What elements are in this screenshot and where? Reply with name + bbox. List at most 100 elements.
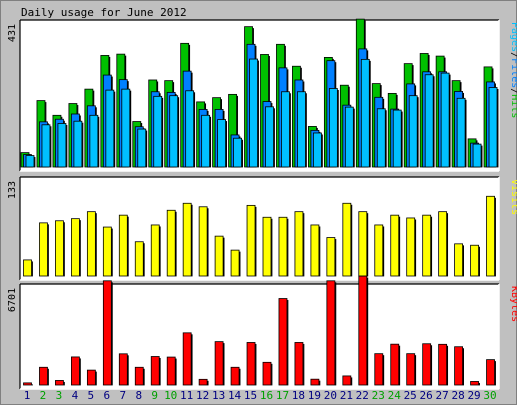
x-tick-label-day-19: 19 <box>308 389 321 402</box>
bar-pages-day-28 <box>456 97 467 168</box>
bar-visits-day-29 <box>470 244 480 277</box>
bar-pages-day-16 <box>265 106 275 168</box>
x-tick-label-day-22: 22 <box>356 389 369 402</box>
bar-kbytes-day-3 <box>55 380 65 386</box>
x-tick-label-day-23: 23 <box>372 389 385 402</box>
bar-pages-day-9 <box>153 95 164 168</box>
x-tick-label-day-11: 11 <box>180 389 193 402</box>
x-tick-label-day-29: 29 <box>467 389 480 402</box>
x-tick-label-day-10: 10 <box>164 389 177 402</box>
bar-kbytes-day-24 <box>390 343 401 386</box>
bar-pages-day-15 <box>249 58 259 168</box>
x-tick-label-day-25: 25 <box>404 389 417 402</box>
bar-pages-day-30 <box>488 87 499 168</box>
bar-kbytes-day-30 <box>486 359 496 386</box>
bar-kbytes-day-17 <box>278 298 289 386</box>
bar-visits-day-23 <box>374 224 385 277</box>
x-tick-label-day-4: 4 <box>72 389 79 402</box>
x-tick-label-day-17: 17 <box>276 389 289 402</box>
bar-pages-day-29 <box>472 143 483 168</box>
bar-visits-day-30 <box>486 195 496 277</box>
y-max-label-kbytes: 6701 <box>7 288 18 312</box>
y-max-label-hits-files-pages: 431 <box>7 24 18 42</box>
bar-kbytes-day-28 <box>454 346 464 386</box>
bar-pages-day-2 <box>41 124 52 168</box>
bar-visits-day-14 <box>230 249 241 277</box>
legend-item-files: Files <box>509 58 517 88</box>
x-tick-label-day-20: 20 <box>324 389 337 402</box>
legend-hits-files-pages: Pages/Files/Hits <box>509 22 517 118</box>
bar-visits-day-26 <box>422 214 433 277</box>
bar-kbytes-day-7 <box>118 353 129 386</box>
x-tick-label-day-28: 28 <box>451 389 464 402</box>
bar-visits-day-6 <box>102 226 113 277</box>
x-tick-label-day-26: 26 <box>420 389 433 402</box>
bar-kbytes-day-1 <box>23 382 33 386</box>
bar-visits-day-21 <box>342 202 353 277</box>
x-tick-label-day-5: 5 <box>88 389 95 402</box>
legend-item-visits: Visits <box>509 179 517 215</box>
bar-pages-day-25 <box>408 95 419 168</box>
x-tick-label-day-30: 30 <box>483 389 496 402</box>
x-tick-label-day-2: 2 <box>40 389 47 402</box>
bar-visits-day-20 <box>326 237 337 277</box>
x-tick-label-day-12: 12 <box>196 389 209 402</box>
bar-kbytes-day-25 <box>406 353 417 386</box>
bar-kbytes-day-13 <box>214 341 225 386</box>
bar-pages-day-27 <box>440 72 451 168</box>
bar-kbytes-day-18 <box>294 342 305 386</box>
bar-visits-day-18 <box>294 211 305 277</box>
bar-visits-day-15 <box>246 204 257 277</box>
x-axis-labels: 1 2 3 4 5 6 7 8 9 10 11 12 13 14 15 16 17 18 19 20 21 22 23 24 2… <box>24 389 497 402</box>
bar-pages-day-11 <box>185 90 196 168</box>
y-max-label-visits: 133 <box>7 181 18 199</box>
x-tick-label-day-21: 21 <box>340 389 353 402</box>
bar-kbytes-day-14 <box>230 366 241 386</box>
x-tick-label-day-14: 14 <box>228 389 242 402</box>
bar-pages-day-7 <box>121 88 132 168</box>
bar-visits-day-16 <box>262 216 273 277</box>
bar-kbytes-day-11 <box>182 332 193 386</box>
bar-pages-day-23 <box>376 108 387 168</box>
legend-item-pages: Pages <box>509 22 517 52</box>
chart-title: Daily usage for June 2012 <box>21 6 187 19</box>
x-tick-label-day-3: 3 <box>56 389 63 402</box>
bar-visits-day-7 <box>118 214 129 277</box>
legend-item-separator: / <box>509 52 517 58</box>
bar-visits-day-25 <box>406 217 417 277</box>
panel-kbytes: 6701 KBytes <box>7 275 517 390</box>
bar-kbytes-day-5 <box>86 369 97 386</box>
bar-kbytes-day-22 <box>358 275 369 386</box>
bar-visits-day-4 <box>71 218 81 277</box>
bar-pages-day-1 <box>25 155 36 168</box>
x-tick-label-day-1: 1 <box>24 389 31 402</box>
bar-pages-day-14 <box>233 137 243 168</box>
legend-kbytes: KBytes <box>509 286 517 322</box>
x-tick-label-day-13: 13 <box>212 389 225 402</box>
bar-pages-day-10 <box>169 95 180 168</box>
bar-kbytes-day-10 <box>166 356 177 386</box>
bar-pages-day-3 <box>57 123 68 168</box>
bar-visits-day-3 <box>55 220 65 277</box>
bar-pages-day-8 <box>137 128 148 168</box>
x-tick-label-day-8: 8 <box>135 389 142 402</box>
bar-kbytes-day-2 <box>39 366 49 386</box>
bar-kbytes-day-26 <box>422 343 433 386</box>
legend-visits: Visits <box>509 179 517 215</box>
bar-visits-day-28 <box>454 243 464 277</box>
legend-item-separator: / <box>509 88 517 94</box>
bar-kbytes-day-20 <box>326 280 337 386</box>
legend-item-kbytes: KBytes <box>509 286 517 322</box>
bar-kbytes-day-6 <box>102 280 113 386</box>
bar-kbytes-day-27 <box>438 343 449 386</box>
legend-item-hits: Hits <box>509 94 517 118</box>
bar-pages-day-24 <box>392 109 403 168</box>
bar-pages-day-22 <box>360 58 371 168</box>
x-tick-label-day-6: 6 <box>104 389 111 402</box>
bar-pages-day-17 <box>281 91 291 168</box>
bar-visits-day-12 <box>198 206 209 277</box>
bar-pages-day-20 <box>328 88 339 168</box>
bar-pages-day-26 <box>424 74 435 168</box>
